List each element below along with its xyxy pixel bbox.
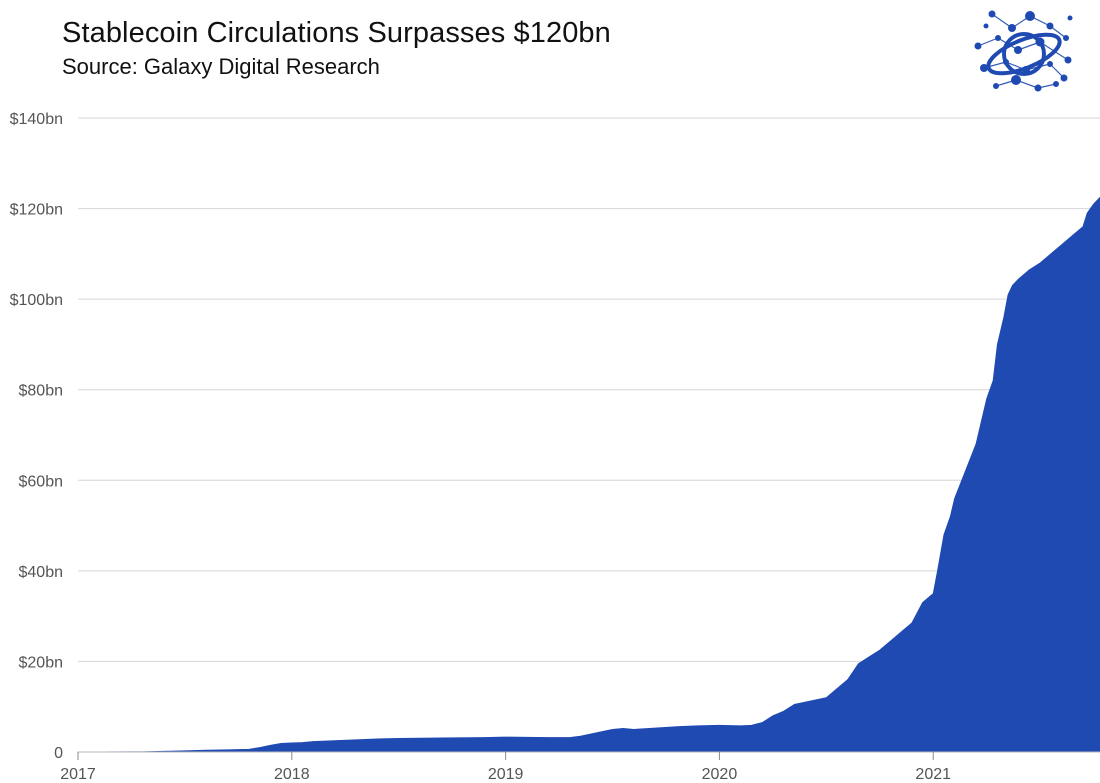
x-tick-label: 2021 bbox=[915, 766, 951, 783]
x-tick-label: 2019 bbox=[488, 766, 524, 783]
y-tick-label: $40bn bbox=[19, 564, 64, 581]
chart-title: Stablecoin Circulations Surpasses $120bn bbox=[62, 17, 611, 49]
y-tick-label: $140bn bbox=[10, 111, 63, 128]
y-tick-label: $20bn bbox=[19, 654, 64, 671]
x-tick-label: 2020 bbox=[702, 766, 738, 783]
grid-lines bbox=[78, 117, 1100, 662]
x-tick-label: 2018 bbox=[274, 766, 310, 783]
x-axis-labels: 2017 2018 2019 2020 2021 bbox=[60, 766, 951, 783]
y-tick-label: 0 bbox=[54, 745, 63, 762]
galaxy-network-logo-icon bbox=[974, 10, 1073, 92]
x-tick-label: 2017 bbox=[60, 766, 96, 783]
circulation-area-series bbox=[77, 196, 1100, 753]
y-tick-label: $100bn bbox=[10, 292, 63, 309]
y-tick-label: $80bn bbox=[19, 383, 64, 400]
y-axis-labels: 0 $20bn $40bn $60bn $80bn $100bn $120bn $140bn bbox=[10, 111, 63, 762]
y-tick-label: $60bn bbox=[19, 473, 64, 490]
x-axis-ticks bbox=[77, 752, 934, 760]
chart-subtitle: Source: Galaxy Digital Research bbox=[62, 54, 380, 79]
y-tick-label: $120bn bbox=[10, 202, 63, 219]
